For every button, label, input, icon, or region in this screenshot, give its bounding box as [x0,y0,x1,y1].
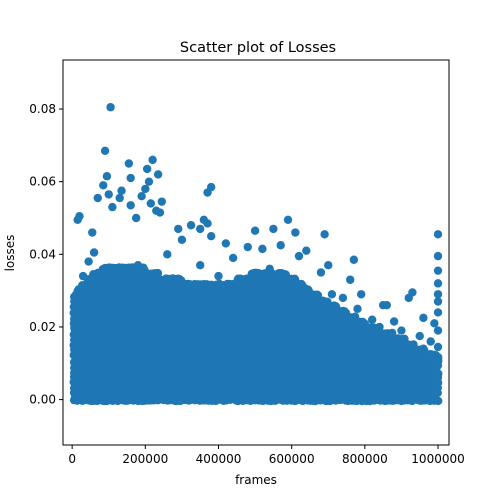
points-layer [69,103,443,406]
chart-title: Scatter plot of Losses [180,40,336,56]
